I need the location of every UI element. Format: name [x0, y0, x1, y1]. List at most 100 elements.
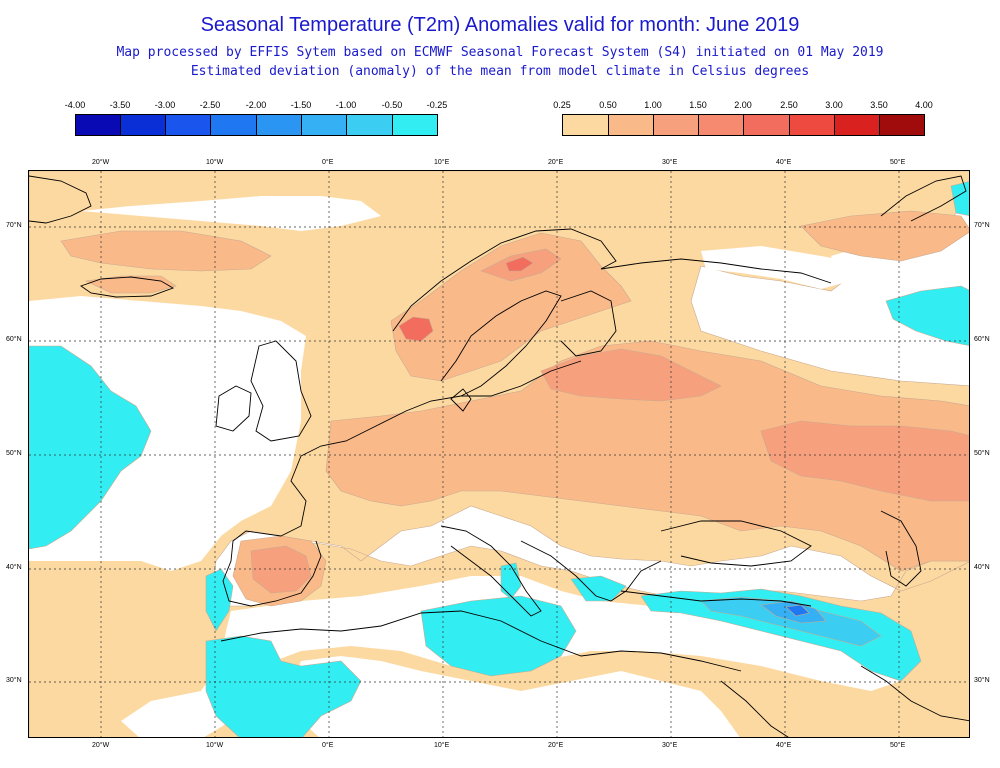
- lon-label: 0°E: [322, 742, 334, 749]
- legend-neg-swatch: [256, 114, 302, 136]
- lat-label: 30°N: [974, 677, 990, 684]
- anomaly-region-cool-aegean: [570, 575, 627, 602]
- lat-label: 70°N: [974, 222, 990, 229]
- legend-pos-swatch: [743, 114, 790, 136]
- anomaly-region-warm-north-atlantic: [60, 230, 272, 272]
- anomaly-map[interactable]: [28, 170, 970, 738]
- anomaly-region-cool-tyrrhenian: [500, 562, 522, 600]
- legend-pos-label: 2.00: [734, 100, 752, 110]
- legend-neg-swatch: [210, 114, 257, 136]
- coast-greenland: [29, 175, 92, 224]
- legend-neg-label: -3.00: [154, 100, 176, 110]
- legend-neg-swatch: [346, 114, 393, 136]
- anomaly-region-warmer-iberia: [250, 545, 312, 594]
- anomaly-region-hot-norway: [398, 316, 434, 342]
- graticule: [29, 171, 969, 737]
- legend-pos-label: 2.50: [780, 100, 798, 110]
- lon-label: 10°E: [434, 159, 450, 166]
- coast-black-sea: [660, 520, 812, 567]
- coast-continent-west: [300, 360, 582, 457]
- coast-balkans: [520, 540, 662, 602]
- anomaly-region-warmer-east: [760, 420, 969, 502]
- legend-neg-label: -4.00: [64, 100, 86, 110]
- coast-turkey: [620, 590, 812, 607]
- lat-label: 70°N: [6, 222, 22, 229]
- lat-label: 60°N: [6, 336, 22, 343]
- anomaly-region-cool-caspian: [885, 285, 969, 346]
- lon-label: 40°E: [776, 159, 792, 166]
- legend-pos-swatch: [653, 114, 699, 136]
- anomaly-region-hot-lapland: [505, 256, 534, 272]
- coast-denmark: [450, 388, 472, 412]
- lat-label: 50°N: [6, 450, 22, 457]
- coast-iceland: [80, 276, 175, 298]
- lon-label: 20°E: [548, 159, 564, 166]
- lat-label: 40°N: [6, 564, 22, 571]
- legend-neg-swatch: [120, 114, 166, 136]
- coast-red-sea: [720, 680, 789, 737]
- lat-label: 40°N: [974, 564, 990, 571]
- anomaly-region-warm-ural: [800, 210, 969, 262]
- legend-pos-swatch: [608, 114, 654, 136]
- legend-pos-label: 0.50: [599, 100, 617, 110]
- map-title: Seasonal Temperature (T2m) Anomalies val…: [200, 14, 800, 36]
- anomaly-region-cool-central-med: [420, 595, 577, 677]
- coast-kola: [600, 258, 832, 284]
- coast-arabia: [860, 665, 969, 722]
- lon-label: 30°E: [662, 742, 678, 749]
- legend-neg-swatch: [75, 114, 121, 136]
- legend-neg-swatch: [165, 114, 211, 136]
- barents-neutral: [701, 246, 861, 289]
- lon-label: 40°E: [776, 742, 792, 749]
- legend-pos-swatch: [789, 114, 835, 136]
- lon-label: 10°E: [434, 742, 450, 749]
- lon-label: 30°E: [662, 159, 678, 166]
- africa-neutral: [291, 656, 740, 737]
- legend-neg-label: -3.50: [109, 100, 131, 110]
- anomaly-region-cool-morocco: [205, 635, 362, 737]
- coast-sweden: [440, 290, 562, 397]
- legend-pos-label: 3.50: [870, 100, 888, 110]
- legend-neg-swatch: [301, 114, 347, 136]
- legend-pos-label: 1.00: [644, 100, 662, 110]
- coastlines: [29, 175, 969, 737]
- coast-north-africa: [220, 610, 742, 672]
- legend-neg-label: -2.00: [245, 100, 267, 110]
- coast-novaya-zemlya: [880, 175, 967, 222]
- anomaly-region-cool-east-med: [640, 588, 922, 682]
- ocean-neutral-north: [81, 196, 381, 231]
- legend-neg-swatch: [392, 114, 438, 136]
- coast-italy: [440, 525, 542, 617]
- legend-pos-swatch: [698, 114, 744, 136]
- coast-britain: [250, 340, 312, 442]
- lon-label: 20°E: [548, 742, 564, 749]
- coast-france: [280, 455, 307, 537]
- legend-pos-label: 4.00: [915, 100, 933, 110]
- legend-pos-swatch: [834, 114, 880, 136]
- legend-neg-label: -2.50: [199, 100, 221, 110]
- coast-finland: [560, 290, 617, 357]
- legend-pos-swatch: [562, 114, 609, 136]
- lon-label: 10°W: [206, 159, 224, 166]
- map-canvas: [29, 171, 969, 737]
- legend-pos-label: 0.25: [553, 100, 571, 110]
- legend-pos-swatch: [879, 114, 925, 136]
- lon-label: 50°E: [890, 159, 906, 166]
- anomaly-region-cool-atlantic: [29, 345, 152, 550]
- anomaly-region-colder-levant: [785, 604, 810, 617]
- lon-label: 0°E: [322, 159, 334, 166]
- lon-label: 10°W: [206, 742, 224, 749]
- legend-pos-label: 3.00: [825, 100, 843, 110]
- coast-caspian: [880, 510, 922, 587]
- coast-ireland: [215, 385, 252, 432]
- legend-pos-label: 1.50: [689, 100, 707, 110]
- map-subtitle-units: Estimated deviation (anomaly) of the mea…: [190, 64, 810, 79]
- anomaly-region-warmer-russia: [540, 348, 722, 402]
- lon-label: 20°W: [92, 742, 110, 749]
- legend-neg-label: -0.25: [426, 100, 448, 110]
- anomaly-region-cool-arctic: [950, 181, 969, 216]
- map-subtitle-source: Map processed by EFFIS Sytem based on EC…: [116, 45, 884, 60]
- lat-label: 50°N: [974, 450, 990, 457]
- legend-neg-label: -1.00: [335, 100, 357, 110]
- legend-neg-label: -1.50: [290, 100, 312, 110]
